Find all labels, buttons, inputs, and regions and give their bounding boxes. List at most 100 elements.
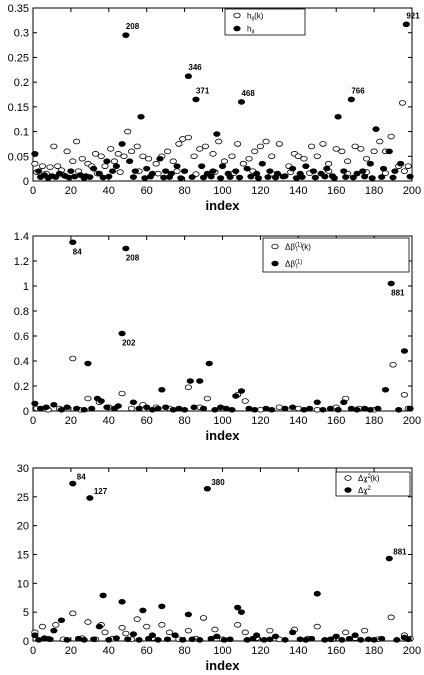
open-data-point	[84, 619, 92, 625]
open-data-point	[199, 615, 208, 621]
filled-data-point	[211, 406, 219, 413]
filled-data-point	[353, 406, 361, 413]
filled-data-point	[44, 175, 52, 181]
legend-label: Δβ(1) i (k)	[285, 243, 311, 254]
open-data-point	[133, 616, 141, 622]
filled-data-point	[309, 168, 318, 174]
x-tick-label: 80	[178, 645, 190, 657]
filled-data-point	[361, 173, 369, 180]
x-tick-label: 160	[327, 185, 345, 197]
filled-data-point	[213, 131, 221, 137]
filled-data-point	[57, 406, 66, 413]
open-data-point	[211, 626, 219, 633]
filled-data-point	[385, 148, 393, 155]
x-tick-label: 140	[289, 415, 307, 427]
open-data-point	[184, 627, 192, 634]
filled-data-point	[188, 636, 196, 643]
filled-data-point	[381, 386, 390, 393]
open-data-point	[228, 153, 236, 160]
x-tick-label: 120	[251, 185, 269, 197]
legend-filled-marker	[271, 260, 279, 267]
filled-data-point	[258, 160, 266, 167]
open-data-point	[175, 141, 183, 147]
filled-data-point	[156, 155, 164, 162]
open-data-point	[313, 153, 321, 160]
filled-data-point	[366, 160, 374, 167]
x-axis-label: index	[206, 428, 241, 443]
open-data-point	[52, 622, 60, 628]
x-tick-label: 60	[141, 185, 153, 197]
open-data-point	[361, 627, 369, 634]
open-data-point	[144, 155, 153, 162]
filled-data-point	[247, 173, 255, 180]
filled-data-point	[80, 406, 88, 413]
filled-data-point	[406, 173, 414, 180]
filled-data-point	[385, 555, 393, 562]
filled-data-point	[36, 174, 45, 180]
filled-data-point	[198, 163, 206, 169]
open-data-point	[239, 160, 247, 167]
y-tick-label: 1.2	[14, 256, 29, 268]
filled-data-point	[137, 113, 145, 120]
point-annotation: 202	[122, 339, 136, 348]
filled-data-point	[289, 165, 297, 172]
filled-data-point	[379, 165, 388, 172]
filled-data-point	[279, 173, 287, 180]
point-annotation: 468	[241, 89, 255, 98]
filled-data-point	[330, 175, 338, 181]
filled-data-point	[226, 636, 234, 643]
legend: Δχ2 i (k)Δχ2 i	[335, 471, 411, 497]
filled-data-point	[146, 173, 155, 180]
y-tick-label: 0.2	[14, 77, 29, 89]
open-data-point	[351, 143, 359, 150]
filled-data-point	[46, 636, 54, 643]
open-data-point	[294, 153, 302, 160]
filled-data-point	[266, 168, 274, 174]
open-data-point	[209, 151, 217, 157]
open-data-point	[196, 146, 204, 152]
filled-data-point	[406, 405, 414, 412]
filled-data-point	[71, 173, 79, 180]
filled-data-point	[237, 609, 246, 615]
filled-data-point	[57, 617, 66, 624]
open-data-point	[101, 163, 109, 169]
legend-label: Δβ(1) i	[285, 260, 302, 271]
y-tick-label: 30	[17, 463, 29, 475]
open-data-point	[300, 155, 308, 162]
filled-data-point	[351, 632, 359, 639]
open-data-point	[118, 390, 126, 397]
filled-data-point	[90, 165, 98, 172]
open-data-point	[110, 158, 119, 165]
filled-data-point	[289, 404, 297, 411]
filled-data-point	[154, 405, 162, 412]
open-data-point	[370, 148, 378, 155]
x-tick-label: 20	[65, 185, 77, 197]
filled-data-point	[254, 175, 263, 181]
y-tick-label: 0.25	[8, 52, 29, 64]
legend-open-marker	[271, 243, 279, 250]
open-data-point	[31, 160, 39, 167]
filled-data-point	[163, 636, 172, 643]
filled-data-point	[86, 495, 94, 501]
filled-data-point	[359, 168, 367, 174]
open-data-point	[201, 143, 210, 150]
filled-data-point	[218, 163, 227, 169]
open-data-point	[69, 158, 77, 165]
x-tick-label: 180	[365, 645, 383, 657]
open-data-point	[38, 163, 47, 169]
point-annotation: 881	[393, 548, 407, 557]
x-tick-label: 0	[30, 645, 36, 657]
x-tick-label: 60	[141, 645, 153, 657]
y-tick-label: 0	[23, 406, 29, 418]
filled-data-point	[217, 175, 225, 181]
filled-data-point	[402, 21, 410, 28]
filled-data-point	[105, 637, 113, 643]
filled-data-point	[404, 636, 412, 643]
y-tick-label: 0.15	[8, 102, 29, 114]
filled-data-point	[88, 405, 96, 412]
x-tick-label: 200	[403, 185, 421, 197]
filled-data-point	[122, 32, 130, 38]
open-data-point	[400, 168, 409, 174]
filled-data-point	[319, 406, 327, 413]
